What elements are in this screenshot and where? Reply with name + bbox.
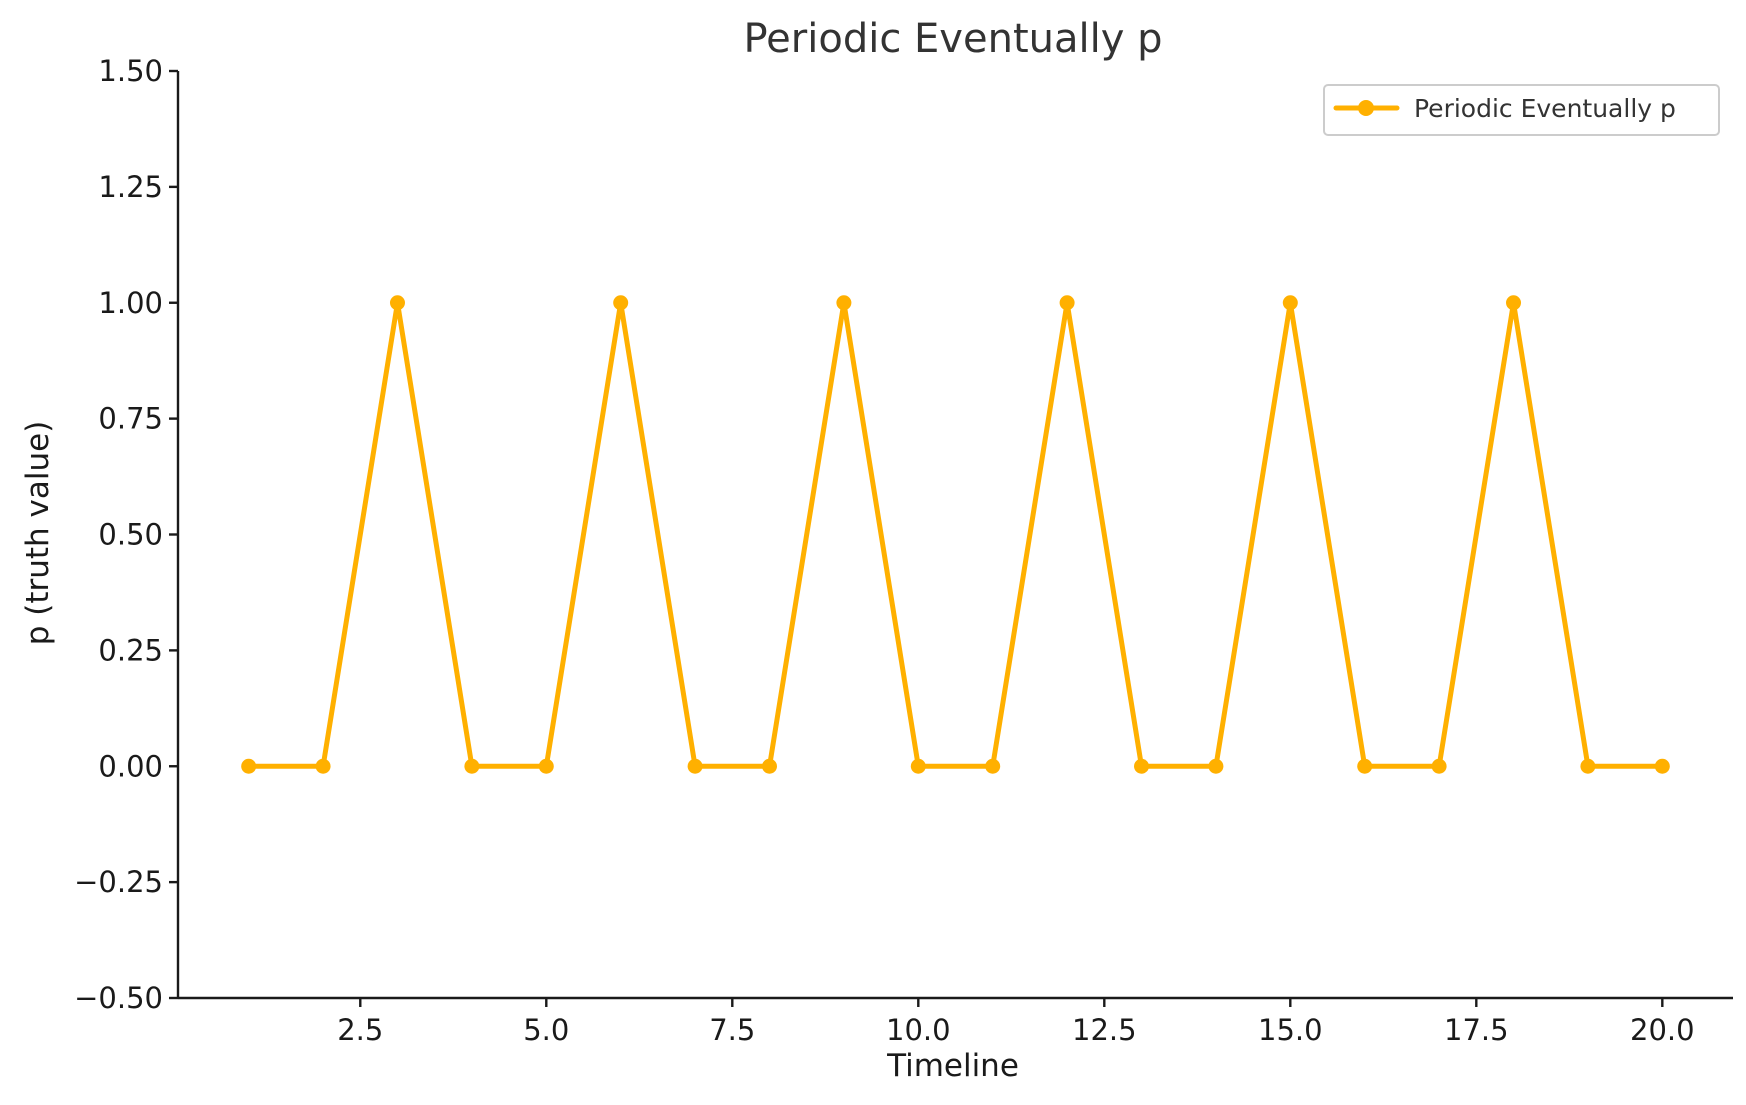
y-tick-label: −0.50 [74,981,163,1015]
y-axis-ticks: −0.50 −0.25 0.00 0.25 0.50 0.75 1.00 1.25 1.50 [74,54,178,1015]
data-point [761,758,777,774]
y-tick-label: 0.75 [98,402,163,436]
data-point [985,758,1001,774]
y-tick-label: 1.00 [98,286,163,320]
data-point [910,758,926,774]
data-point [464,758,480,774]
y-axis-label: p (truth value) [20,421,56,646]
data-point [1282,295,1298,311]
x-axis-label: Timeline [886,1048,1019,1084]
legend-label: Periodic Eventually p [1414,94,1676,123]
x-tick-label: 2.5 [337,1013,383,1047]
data-point [241,758,257,774]
data-point [836,295,852,311]
data-point [1506,295,1522,311]
data-point [687,758,703,774]
x-axis-ticks: 2.5 5.0 7.5 10.0 12.5 15.0 17.5 20.0 [337,998,1695,1047]
data-point [1580,758,1596,774]
y-tick-label: 0.00 [98,749,163,783]
x-tick-label: 7.5 [709,1013,755,1047]
data-point [315,758,331,774]
series-line [246,300,1665,769]
x-tick-label: 10.0 [886,1013,951,1047]
data-point [613,295,629,311]
x-tick-label: 20.0 [1630,1013,1695,1047]
chart-title: Periodic Eventually p [743,16,1162,62]
data-point [389,295,405,311]
y-tick-label: 1.50 [98,54,163,88]
data-point [1134,758,1150,774]
y-tick-label: 0.50 [98,518,163,552]
y-tick-label: −0.25 [74,865,163,899]
legend-box [1323,84,1720,136]
x-tick-label: 12.5 [1072,1013,1137,1047]
legend-marker-swatch [1358,100,1374,116]
data-point [1059,295,1075,311]
data-point [1208,758,1224,774]
legend: Periodic Eventually p [1323,84,1720,136]
data-point [1654,758,1670,774]
data-point [538,758,554,774]
x-tick-label: 15.0 [1258,1013,1323,1047]
y-tick-label: 1.25 [98,170,163,204]
x-tick-label: 17.5 [1444,1013,1509,1047]
x-tick-label: 5.0 [523,1013,569,1047]
y-tick-label: 0.25 [98,633,163,667]
data-point [1357,758,1373,774]
data-point [1431,758,1447,774]
series-layer [241,295,1670,774]
